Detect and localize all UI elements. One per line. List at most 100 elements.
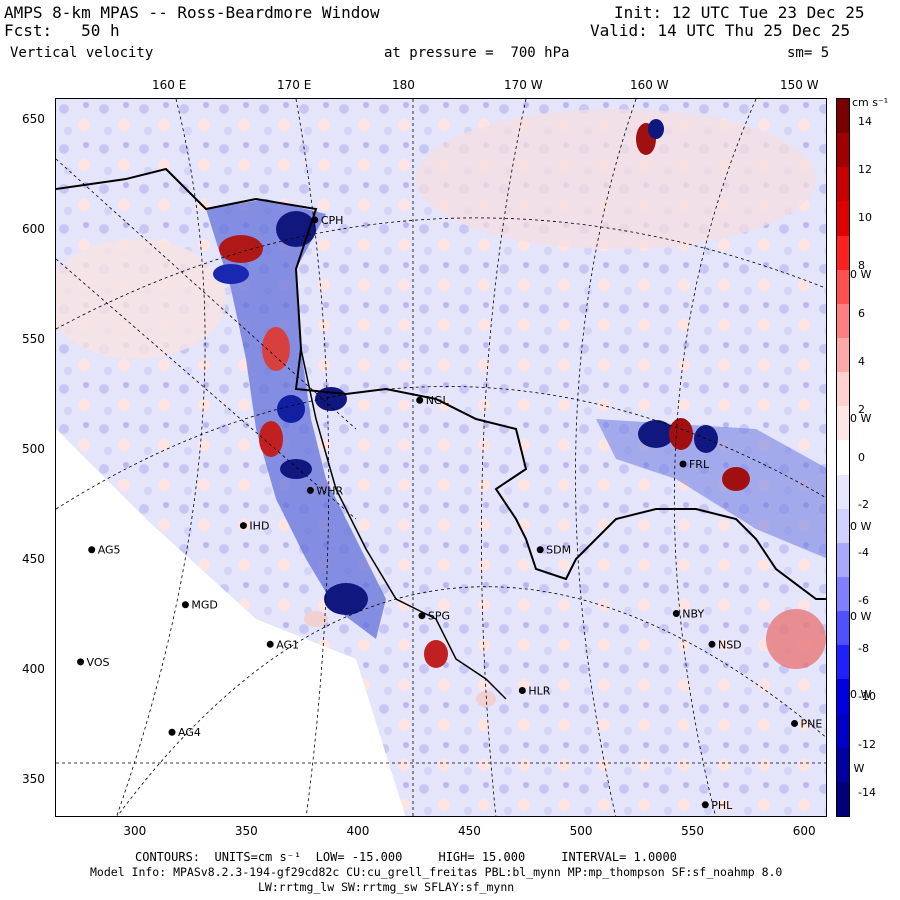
contours-low: LOW= -15.000 [315,850,403,864]
colorbar-label: 10 [858,210,872,224]
lon-label: 150 W [780,78,819,92]
x-tick-label: 550 [681,824,705,838]
colorbar-label: -12 [858,738,876,752]
colorbar-segment [837,201,849,237]
coastline [56,167,826,600]
x-tick-label: 400 [346,824,370,838]
colorbar-segment [837,713,849,749]
positive-region-west [56,239,226,359]
station-marker [418,612,426,620]
station-label: AG5 [98,544,121,557]
station-marker [311,216,319,224]
colorbar-segment [837,542,849,578]
graticule [56,99,826,816]
map-title: AMPS 8-km MPAS -- Ross-Beardmore Window [4,3,380,22]
station-marker [791,719,799,727]
valid-time: Valid: 14 UTC Thu 25 Dec 25 [590,21,851,40]
contours-label: CONTOURS: [135,850,201,864]
colorbar [836,98,850,817]
colorbar-label: -2 [858,498,869,512]
colorbar-units: cm s⁻¹ [852,96,889,109]
y-tick-label: 550 [22,331,45,346]
colorbar-label: -14 [858,786,876,800]
station-label: NSD [718,638,742,651]
model-info-2: LW:rrtmg_lw SW:rrtmg_sw SFLAY:sf_mynn [258,880,515,894]
map-canvas: CPHMDCNGLFRLWHRIHDAG5SDMMGDSPGNBYAG1NSDV… [56,99,826,816]
colorbar-label: 8 [858,258,865,272]
colorbar-label: -6 [858,594,869,608]
init-time: Init: 12 UTC Tue 23 Dec 25 [614,3,865,22]
station-marker [416,396,424,404]
colorbar-segment [837,338,849,373]
forecast-label: Fcst: 50 h [4,22,120,40]
station-marker [168,728,176,736]
colorbar-segment [837,781,849,817]
x-tick-label: 450 [458,824,481,838]
station-label: CPH [321,214,344,227]
pressure-level: at pressure = 700 hPa [384,44,569,62]
y-tick-label: 600 [22,221,45,236]
positive-region [416,109,816,249]
field-name: Vertical velocity [10,45,154,61]
y-tick-label: 350 [22,771,45,786]
station-layer: CPHMDCNGLFRLWHRIHDAG5SDMMGDSPGNBYAG1NSDV… [77,214,823,812]
contours-info: CONTOURS: UNITS=cm s⁻¹ LOW= -15.000 HIGH… [135,850,677,864]
station-marker [306,486,314,494]
colorbar-label: -4 [858,546,869,560]
station-label: IHD [249,520,269,533]
colorbar-segment [837,440,849,476]
station-label: AG1 [276,638,299,651]
colorbar-label: 6 [858,306,865,320]
colorbar-segment [837,747,849,783]
x-tick-label: 600 [792,824,816,838]
lon-label: 170 E [277,78,312,92]
lon-label: 180 [392,78,415,92]
station-label: VOS [87,656,110,669]
colorbar-label: 0 [858,450,865,464]
lon-label: 160 E [152,78,187,92]
colorbar-label: 14 [858,114,872,128]
station-marker [672,610,680,618]
x-tick-label: 500 [569,824,593,838]
station-marker [88,546,96,554]
station-marker [701,801,709,809]
pressure-value: 700 hPa [510,45,570,61]
colorbar-label: 4 [858,354,865,368]
colorbar-segment [837,508,849,544]
y-tick-label: 450 [22,551,45,566]
colorbar-segment [837,99,849,134]
station-marker [518,686,526,694]
station-marker [181,601,189,609]
pressure-label: at pressure = [384,45,494,61]
colorbar-segment [837,406,849,441]
station-marker [679,460,687,468]
colorbar-segment [837,577,849,612]
lon-label: 160 W [630,78,669,92]
colorbar-label: -8 [858,642,869,656]
map-panel[interactable]: CPHMDCNGLFRLWHRIHDAG5SDMMGDSPGNBYAG1NSDV… [55,98,827,817]
colorbar-segment [837,167,849,202]
eastern-band [596,119,826,669]
station-marker [708,640,716,648]
y-tick-label: 650 [22,111,45,126]
contours-units: UNITS=cm s⁻¹ [214,850,302,864]
colorbar-segment [837,133,849,168]
station-label: HLR [528,684,550,697]
colorbar-segment [837,303,849,339]
station-label: SPG [428,610,450,623]
station-label: PNE [801,717,823,730]
contours-high: HIGH= 15.000 [438,850,526,864]
no-data-region [56,429,406,816]
colorbar-label: -10 [858,690,876,704]
y-tick-label: 400 [22,661,45,676]
lon-label: 170 W [504,78,543,92]
colorbar-segment [837,679,849,715]
station-label: NBY [682,608,704,621]
fcst-value: 50 h [81,21,120,40]
station-marker [77,658,85,666]
colorbar-label: 12 [858,162,872,176]
colorbar-label: 2 [858,402,865,416]
x-tick-label: 300 [123,824,147,838]
colorbar-segment [837,269,849,305]
station-label: SDM [546,544,571,557]
